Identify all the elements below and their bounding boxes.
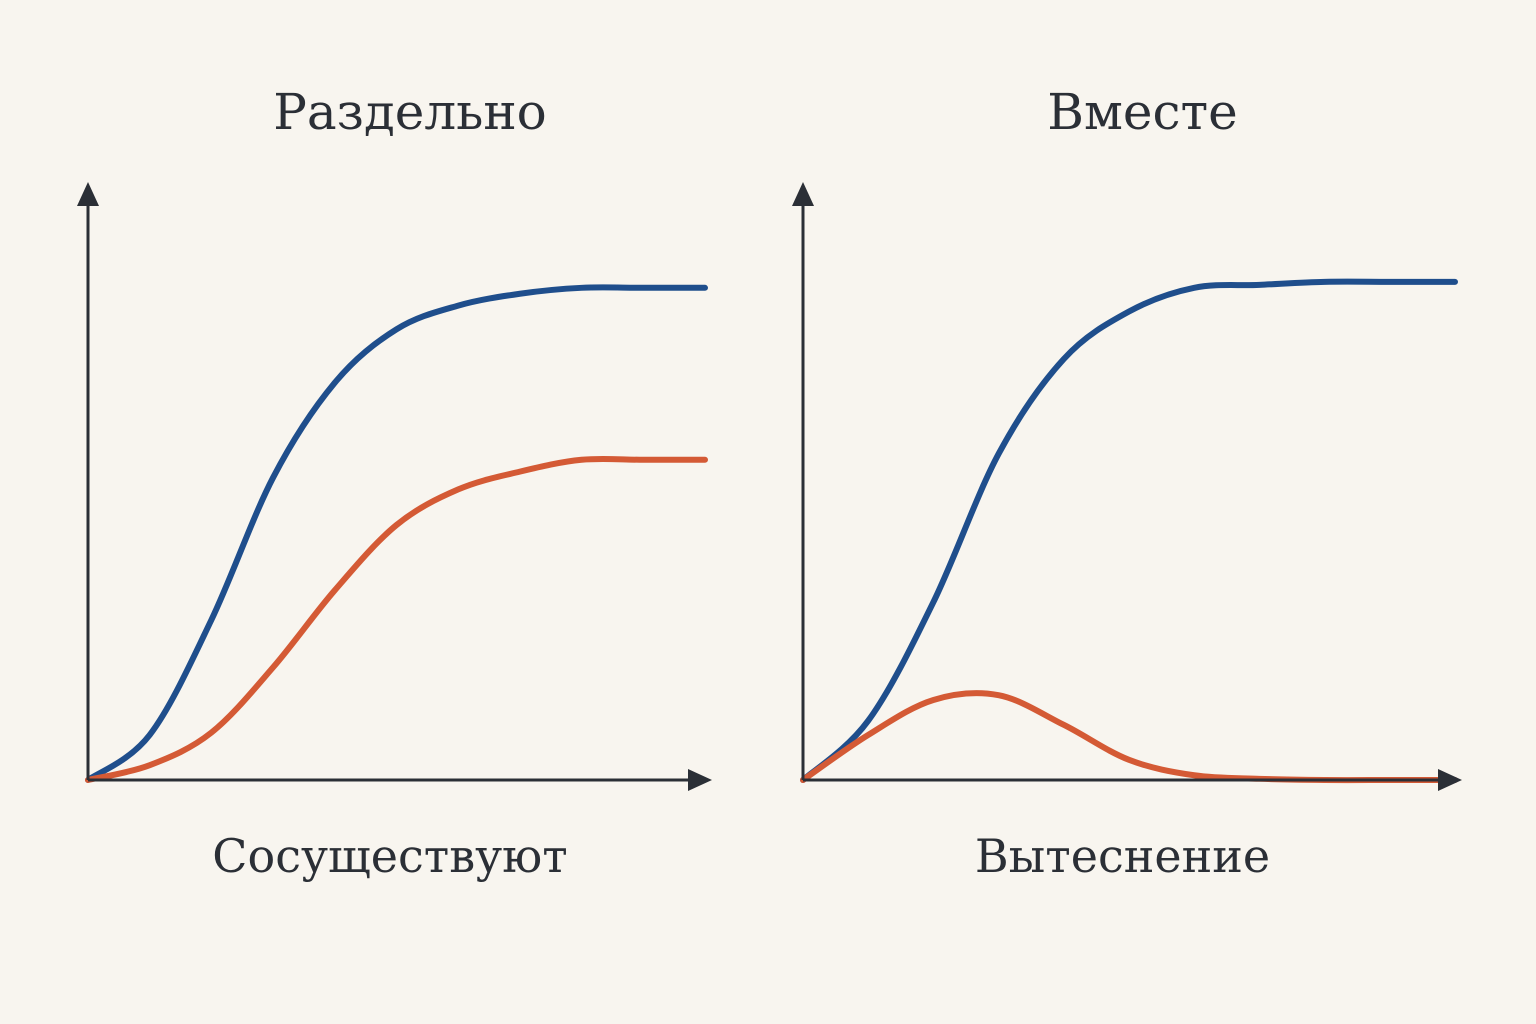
y-axis-arrow [792, 182, 814, 206]
x-axis-label: Вытеснение [975, 829, 1270, 883]
chart-title: Вместе [1047, 83, 1237, 141]
chart-title: Раздельно [273, 83, 547, 141]
line-series [85, 284, 708, 783]
y-axis-arrow [77, 182, 99, 206]
x-axis-arrow [1438, 769, 1462, 791]
line-series [85, 455, 708, 783]
line-series [800, 278, 1458, 783]
x-axis-label: Сосуществуют [212, 829, 567, 883]
x-axis-arrow [688, 769, 712, 791]
